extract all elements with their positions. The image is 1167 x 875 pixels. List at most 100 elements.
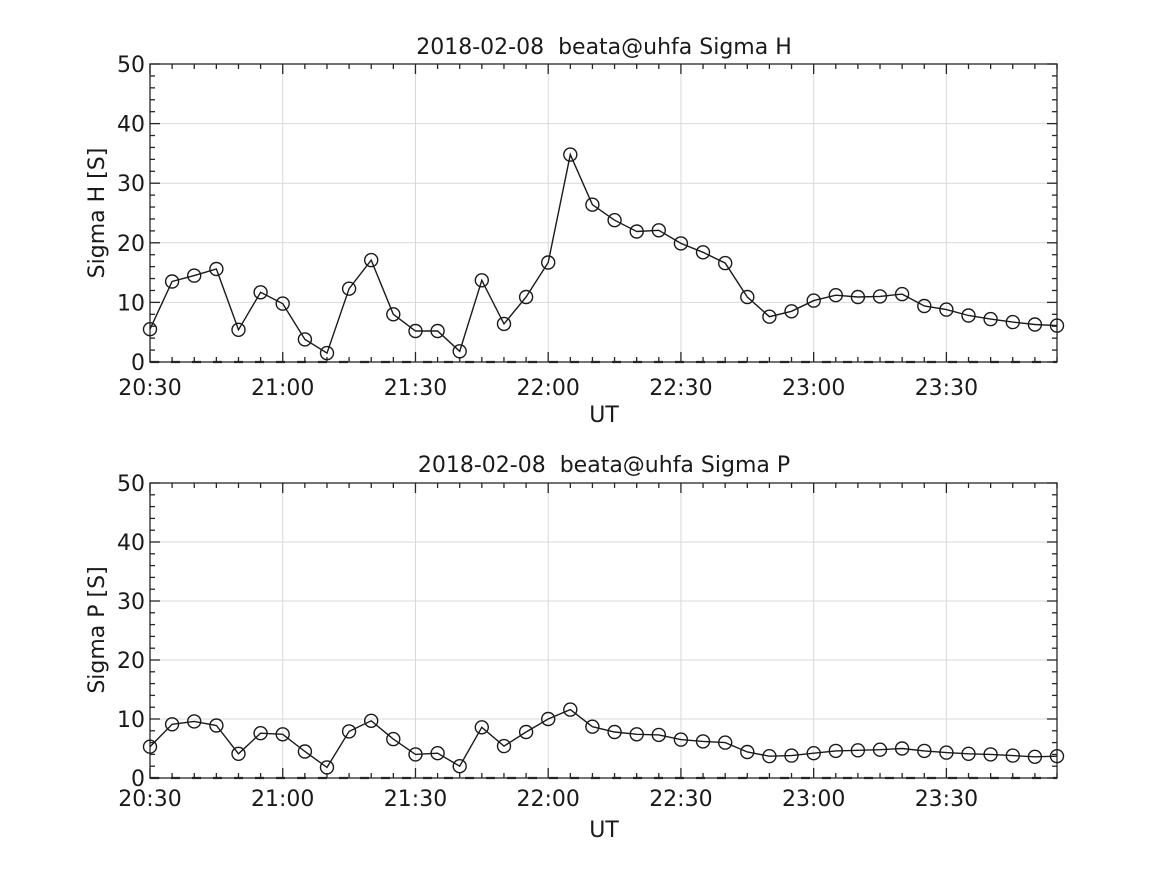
x-tick-label: 23:30	[915, 787, 978, 812]
data-point-marker	[319, 345, 335, 361]
y-axis-label: Sigma H [S]	[85, 148, 110, 279]
data-point-marker	[253, 285, 268, 300]
data-point-marker	[828, 288, 843, 303]
x-axis-label: UT	[589, 818, 619, 843]
y-tick-label: 30	[117, 590, 145, 615]
chart-area-0: 20:30 21:00 21:30 22:00 22:30 23:00 23:30 0 10 20…	[117, 53, 1065, 401]
data-point-marker	[231, 322, 246, 337]
x-tick-label: 23:00	[782, 787, 845, 812]
data-point-marker	[231, 746, 246, 761]
data-point-marker	[341, 724, 357, 739]
y-tick-label: 40	[117, 113, 145, 138]
data-point-marker	[673, 236, 689, 251]
data-point-marker	[297, 744, 313, 759]
y-tick-label: 0	[131, 767, 145, 792]
data-point-marker	[319, 760, 335, 775]
data-point-marker	[297, 332, 313, 347]
x-tick-label: 21:00	[251, 787, 314, 812]
x-tick-label: 22:30	[649, 376, 712, 401]
x-tick-label: 23:00	[782, 376, 845, 401]
data-point-marker	[563, 147, 578, 162]
data-point-marker	[695, 734, 711, 749]
data-point-marker	[762, 309, 777, 324]
data-point-marker	[364, 252, 379, 268]
data-point-marker	[386, 307, 401, 322]
data-point-marker	[850, 289, 866, 305]
data-point-marker	[585, 719, 600, 734]
data-point-marker	[164, 274, 180, 289]
data-point-marker	[341, 281, 357, 296]
data-point-marker	[828, 743, 843, 759]
data-point-marker	[142, 322, 158, 337]
data-point-marker	[253, 726, 268, 741]
x-tick-label: 20:30	[118, 376, 181, 401]
y-tick-label: 40	[117, 531, 145, 556]
data-point-marker	[452, 344, 467, 359]
data-point-marker	[784, 304, 799, 319]
data-point-marker	[496, 316, 512, 332]
y-tick-label: 50	[117, 53, 145, 78]
x-tick-label: 21:30	[384, 787, 447, 812]
chart-area-1: 20:30 21:00 21:30 22:00 22:30 23:00 23:30 0 10 20…	[117, 472, 1065, 812]
data-point-marker	[164, 717, 180, 732]
data-point-marker	[983, 311, 998, 327]
data-point-marker	[872, 289, 888, 304]
data-point-marker	[585, 197, 600, 212]
data-point-marker	[1005, 314, 1020, 330]
chart-sigma-h: 20:30 21:00 21:30 22:00 22:30 23:00 23:30 0 10 20…	[85, 35, 1065, 428]
data-point-marker	[961, 308, 976, 323]
data-point-marker	[275, 296, 290, 311]
data-point-marker	[961, 746, 976, 761]
data-point-marker	[718, 255, 733, 271]
x-tick-label: 21:30	[384, 376, 447, 401]
data-point-marker	[452, 759, 467, 774]
y-tick-label: 20	[117, 649, 145, 674]
x-tick-label: 22:00	[516, 376, 579, 401]
data-point-marker	[474, 273, 489, 288]
y-tick-label: 10	[117, 708, 145, 733]
data-line	[149, 708, 1058, 769]
data-point-marker	[762, 749, 777, 764]
data-point-marker	[695, 245, 711, 260]
data-point-marker	[186, 714, 202, 729]
y-axis-label: Sigma P [S]	[85, 566, 110, 693]
data-point-marker	[209, 718, 224, 733]
data-point-marker	[142, 739, 158, 754]
data-point-marker	[917, 743, 932, 759]
y-tick-label: 10	[117, 291, 145, 316]
data-point-marker	[563, 702, 578, 717]
data-point-marker	[939, 302, 954, 317]
data-point-marker	[629, 224, 644, 239]
data-point-marker	[894, 286, 910, 302]
data-point-marker	[474, 720, 489, 735]
data-point-marker	[607, 212, 622, 228]
data-point-marker	[209, 261, 224, 277]
data-point-marker	[806, 293, 821, 308]
data-point-marker	[850, 743, 866, 758]
x-tick-label: 23:30	[915, 376, 978, 401]
x-tick-label: 21:00	[251, 376, 314, 401]
data-point-marker	[386, 731, 401, 747]
y-tick-label: 50	[117, 472, 145, 497]
data-point-marker	[939, 745, 954, 760]
y-tick-label: 0	[131, 351, 145, 376]
data-point-marker	[1005, 748, 1020, 763]
data-point-marker	[430, 323, 445, 339]
data-line	[149, 152, 1058, 355]
data-point-marker	[1049, 749, 1065, 764]
data-point-marker	[806, 746, 821, 761]
data-point-marker	[1027, 749, 1043, 764]
data-point-marker	[629, 727, 644, 742]
data-point-marker	[186, 268, 202, 283]
data-point-marker	[983, 747, 998, 762]
data-point-marker	[496, 738, 512, 754]
data-point-marker	[673, 732, 689, 747]
data-point-marker	[275, 727, 290, 742]
y-tick-label: 30	[117, 172, 145, 197]
data-point-marker	[740, 744, 755, 760]
chart-sigma-p: 20:30 21:00 21:30 22:00 22:30 23:00 23:30 0 10 20…	[85, 453, 1065, 843]
axis-box	[149, 63, 1058, 363]
chart-title: 2018-02-08 beata@uhfa Sigma H	[416, 35, 792, 60]
